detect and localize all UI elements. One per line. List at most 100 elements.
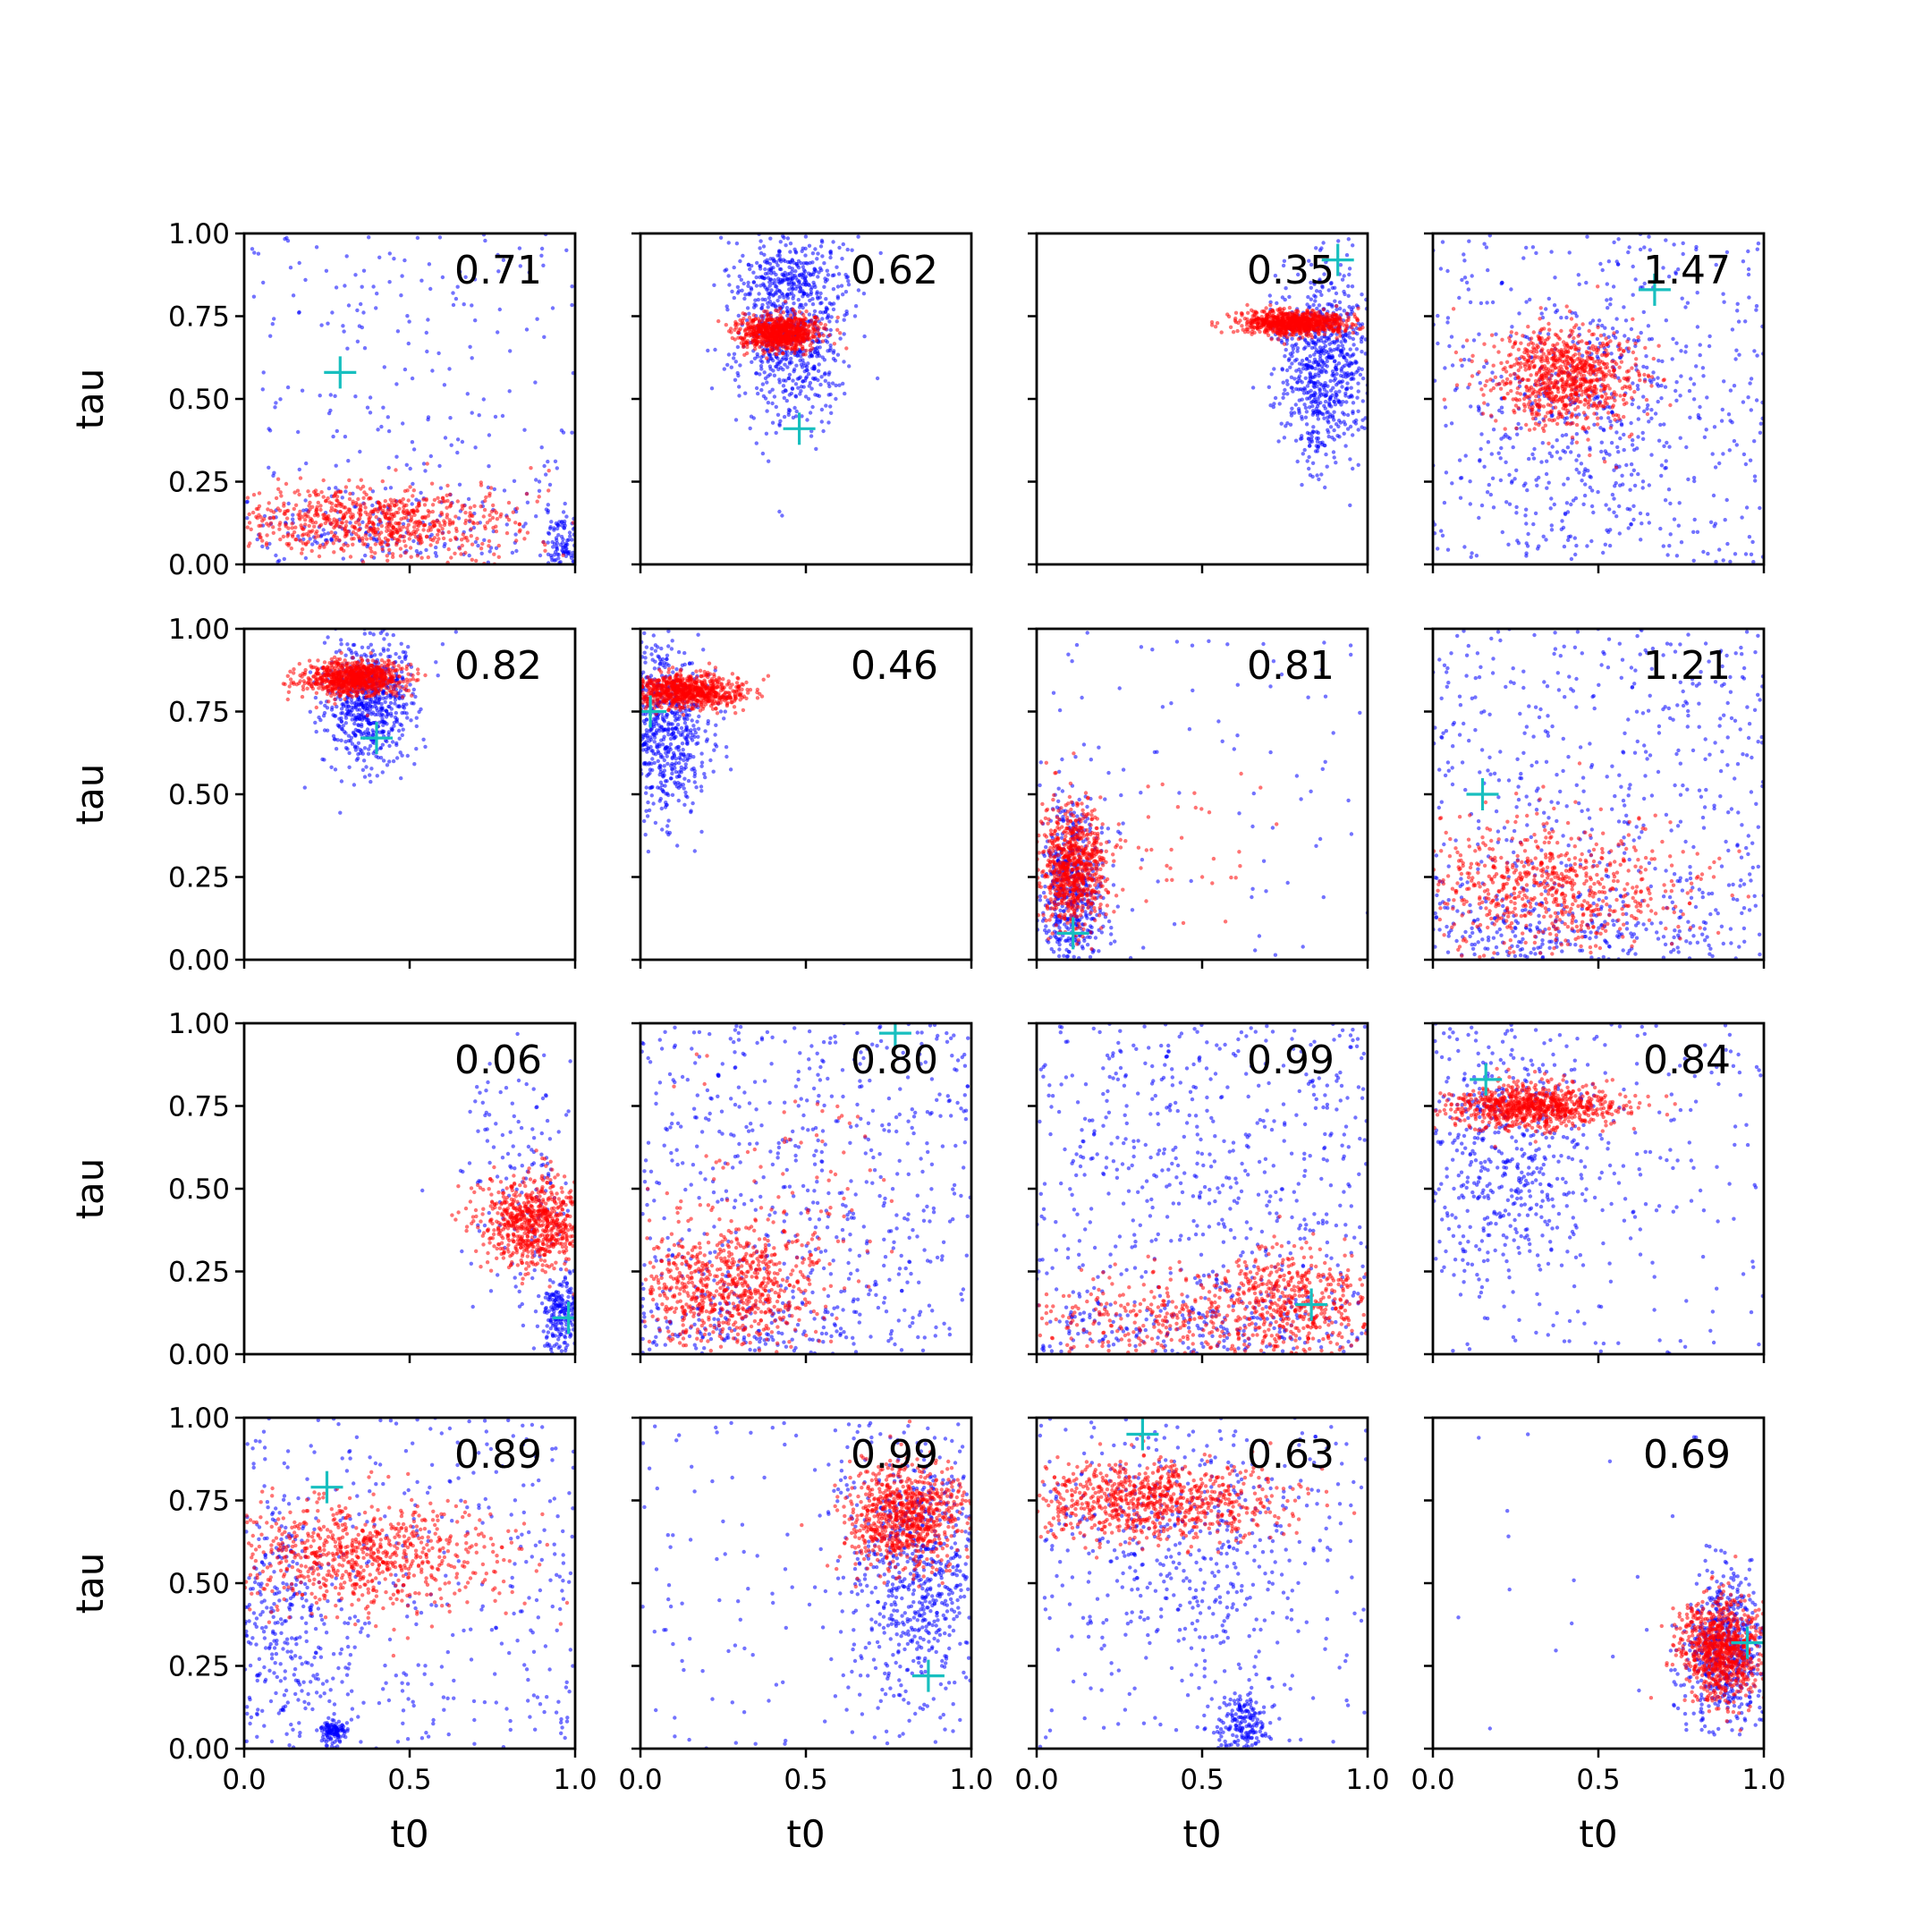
blue-point	[1324, 452, 1328, 457]
blue-point	[732, 295, 736, 301]
blue-point	[555, 545, 559, 549]
truth-marker	[1321, 243, 1354, 276]
red-point	[282, 504, 286, 508]
blue-point	[355, 308, 360, 313]
blue-point	[1649, 453, 1654, 457]
blue-point	[1604, 503, 1608, 507]
blue-point	[1277, 402, 1282, 406]
blue-point	[1440, 533, 1445, 538]
blue-point	[807, 312, 812, 317]
blue-point	[1614, 514, 1619, 519]
red-point	[308, 500, 312, 505]
red-point	[1342, 323, 1346, 327]
red-point	[408, 485, 412, 489]
blue-point	[1574, 467, 1579, 472]
blue-point	[348, 521, 352, 525]
y-tick-label: 1.00	[168, 218, 230, 250]
red-point	[742, 336, 747, 342]
blue-point	[1305, 396, 1309, 401]
blue-point	[404, 462, 409, 467]
blue-point	[470, 303, 474, 308]
blue-point	[810, 301, 816, 307]
blue-point	[1500, 280, 1504, 285]
red-point	[769, 318, 774, 322]
red-point	[745, 339, 750, 343]
red-point	[426, 508, 430, 513]
blue-point	[743, 292, 748, 297]
blue-point	[724, 304, 729, 309]
red-point	[368, 496, 372, 500]
blue-point	[1438, 267, 1444, 271]
blue-point	[1733, 552, 1738, 556]
red-point	[307, 504, 311, 508]
blue-point	[1680, 296, 1684, 301]
red-point	[309, 548, 314, 554]
blue-point	[1585, 544, 1589, 548]
blue-point	[758, 264, 763, 268]
blue-point	[1334, 291, 1339, 296]
blue-point	[1311, 411, 1316, 415]
blue-point	[559, 428, 564, 433]
blue-point	[1478, 458, 1482, 462]
blue-point	[1355, 395, 1360, 400]
red-point	[322, 545, 326, 549]
blue-point	[1334, 422, 1339, 427]
blue-point	[1552, 303, 1557, 308]
blue-point	[1536, 547, 1540, 551]
blue-point	[1517, 311, 1521, 316]
red-point	[260, 538, 265, 543]
blue-point	[1301, 391, 1307, 395]
red-point	[799, 331, 803, 336]
red-point	[1250, 314, 1255, 318]
blue-point	[1717, 547, 1722, 552]
red-point	[1318, 327, 1323, 332]
blue-point	[786, 376, 791, 381]
blue-point	[1449, 335, 1454, 339]
blue-point	[466, 496, 471, 502]
red-point	[775, 344, 780, 349]
blue-point	[1343, 422, 1348, 427]
blue-point	[788, 242, 793, 246]
blue-point	[1313, 372, 1318, 377]
blue-point	[1332, 410, 1336, 414]
red-point	[439, 511, 444, 515]
red-point	[785, 330, 790, 335]
blue-point	[1436, 313, 1440, 318]
blue-point	[1527, 456, 1531, 462]
red-point	[247, 512, 251, 517]
blue-point	[763, 267, 767, 272]
red-point	[764, 327, 768, 332]
blue-point	[1272, 402, 1276, 406]
blue-point	[1317, 394, 1322, 399]
blue-point	[1569, 450, 1573, 454]
blue-point	[1486, 440, 1491, 445]
blue-point	[1313, 299, 1318, 303]
blue-point	[1300, 417, 1304, 421]
blue-point	[1482, 242, 1487, 246]
blue-point	[806, 293, 810, 298]
red-point	[511, 510, 515, 514]
blue-point	[801, 291, 806, 296]
blue-point	[399, 293, 403, 298]
red-point	[407, 512, 412, 516]
blue-point	[767, 364, 773, 369]
blue-point	[1724, 250, 1730, 255]
blue-point	[799, 289, 803, 293]
blue-point	[820, 317, 825, 321]
blue-point	[813, 247, 818, 251]
blue-point	[803, 246, 808, 251]
red-point	[278, 537, 283, 542]
blue-point	[335, 428, 339, 434]
blue-point	[1450, 481, 1454, 486]
blue-point	[755, 354, 760, 359]
blue-point	[791, 415, 796, 420]
red-point	[1311, 315, 1317, 320]
blue-point	[1326, 351, 1330, 355]
blue-point	[796, 386, 801, 390]
blue-point	[481, 397, 486, 402]
blue-point	[1651, 370, 1656, 375]
blue-point	[1351, 411, 1355, 416]
blue-point	[1317, 371, 1321, 376]
blue-point	[1722, 379, 1726, 384]
blue-point	[414, 548, 419, 554]
